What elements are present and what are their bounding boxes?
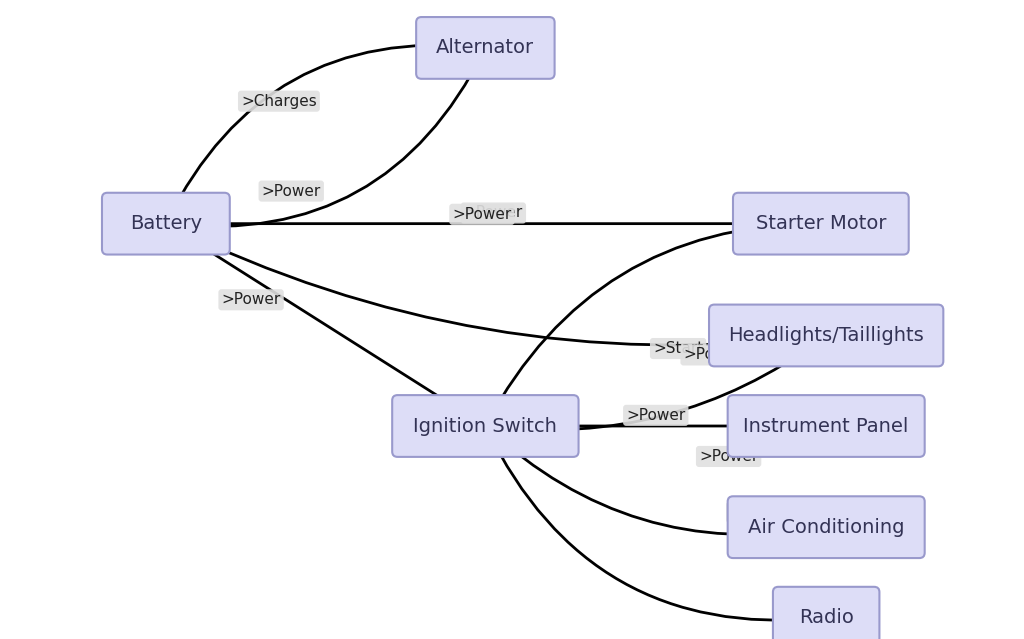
Text: >Power: >Power — [261, 183, 321, 199]
FancyBboxPatch shape — [733, 193, 908, 254]
FancyBboxPatch shape — [773, 587, 880, 639]
Text: >Power: >Power — [464, 206, 523, 220]
Text: Instrument Panel: Instrument Panel — [743, 417, 909, 436]
Text: Headlights/Taillights: Headlights/Taillights — [728, 326, 924, 345]
FancyBboxPatch shape — [416, 17, 555, 79]
Text: Starter Motor: Starter Motor — [756, 214, 886, 233]
Text: Air Conditioning: Air Conditioning — [748, 518, 904, 537]
FancyBboxPatch shape — [728, 395, 925, 457]
Text: >Power: >Power — [699, 449, 758, 464]
Text: >Power: >Power — [453, 207, 512, 222]
Text: Ignition Switch: Ignition Switch — [414, 417, 557, 436]
FancyBboxPatch shape — [709, 305, 943, 366]
Text: >Power: >Power — [221, 292, 281, 307]
Text: >Power: >Power — [626, 408, 685, 423]
FancyBboxPatch shape — [102, 193, 229, 254]
Text: >Start: >Start — [653, 341, 703, 356]
FancyBboxPatch shape — [728, 497, 925, 558]
Text: >Power: >Power — [683, 348, 742, 362]
FancyBboxPatch shape — [392, 395, 579, 457]
Text: >Power: >Power — [729, 505, 788, 520]
Text: Alternator: Alternator — [436, 38, 535, 58]
Text: >Charges: >Charges — [241, 94, 316, 109]
Text: Radio: Radio — [799, 608, 854, 627]
Text: Battery: Battery — [130, 214, 202, 233]
